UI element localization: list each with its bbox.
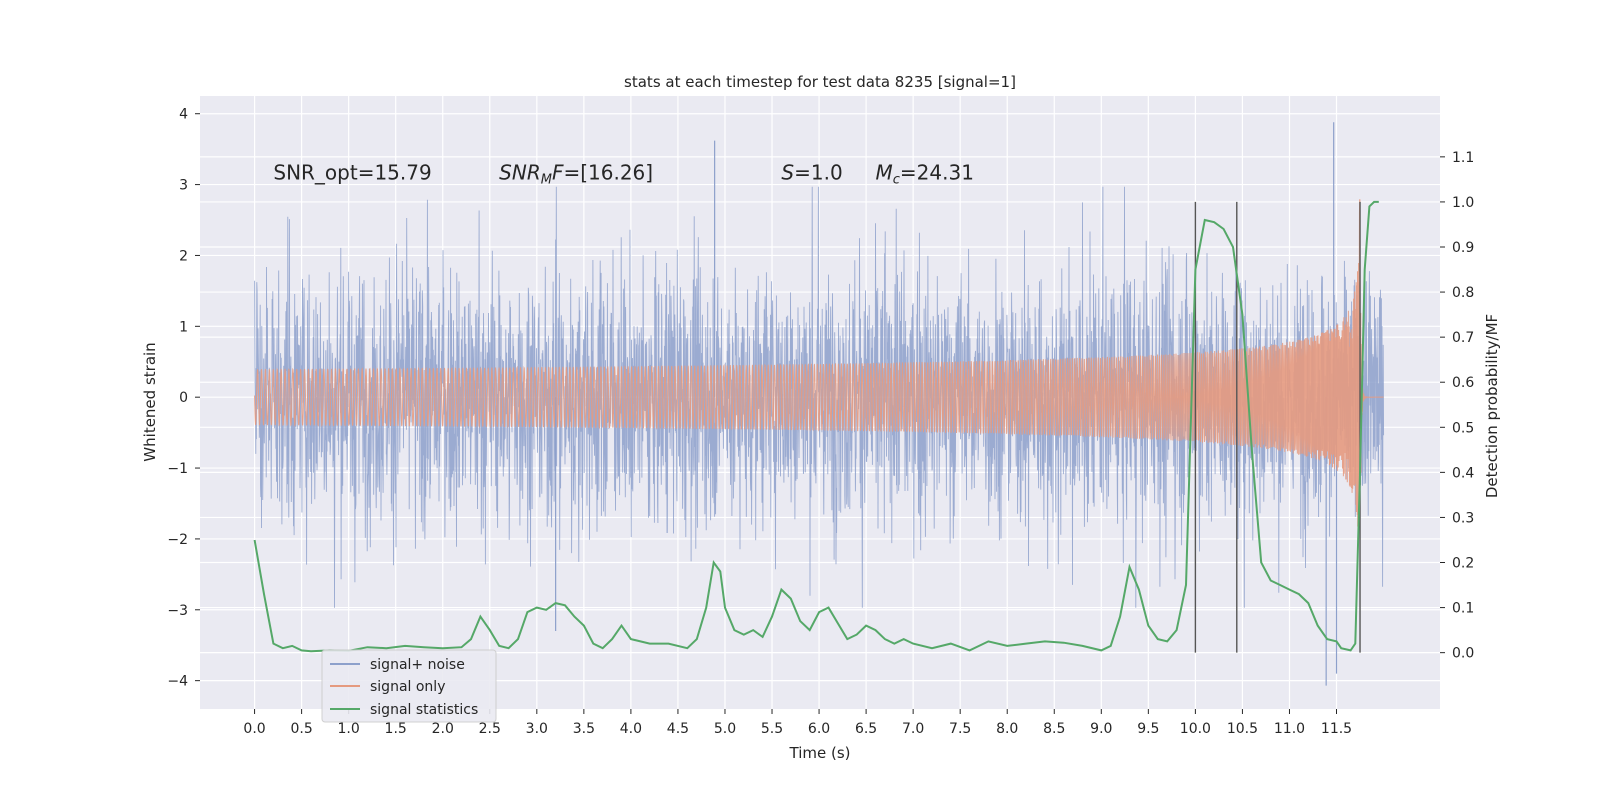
annotation-text: SNRMF=[16.26]	[499, 161, 653, 188]
y2-tick-label: 0.9	[1452, 240, 1474, 256]
x-tick-label: 11.5	[1321, 721, 1352, 737]
x-axis-label: Time (s)	[789, 744, 851, 762]
x-tick-label: 5.5	[761, 721, 783, 737]
x-tick-label: 2.5	[479, 721, 501, 737]
x-tick-label: 10.0	[1180, 721, 1211, 737]
x-tick-label: 8.0	[996, 721, 1018, 737]
annotation-text: S=1.0	[781, 161, 842, 185]
y2-tick-label: 0.2	[1452, 556, 1474, 572]
legend-label-signal-noise: signal+ noise	[370, 657, 465, 673]
series-signal-statistics	[253, 200, 1379, 653]
y2-tick-label: 0.0	[1452, 646, 1474, 662]
tick-layer: 0.0 0.5 1.0 1.5 2.0 2.5 3.0 3.5 4.0 4.5 5.0 5.5 6.0 6…	[167, 107, 1474, 737]
x-tick-label: 4.0	[620, 721, 642, 737]
x-tick-label: 7.0	[902, 721, 924, 737]
y-tick-label: 1	[179, 319, 188, 335]
y2-tick-label: 1.0	[1452, 195, 1474, 211]
x-tick-label: 5.0	[714, 721, 736, 737]
legend-label-signal-only: signal only	[370, 679, 445, 695]
y2-tick-label: 0.4	[1452, 465, 1474, 481]
x-tick-label: 6.5	[855, 721, 877, 737]
annotation-text: Mc=24.31	[876, 161, 974, 188]
y2-tick-label: 0.3	[1452, 510, 1474, 526]
y2-tick-label: 0.6	[1452, 375, 1474, 391]
x-tick-label: 0.5	[290, 721, 312, 737]
y2-tick-label: 0.8	[1452, 285, 1474, 301]
x-tick-label: 11.0	[1274, 721, 1305, 737]
y-tick-label: 4	[179, 107, 188, 123]
y-axis-label: Whitened strain	[141, 342, 159, 461]
y-tick-label: −4	[167, 674, 188, 690]
legend: signal+ noise signal only signal statist…	[321, 649, 497, 723]
x-tick-label: 2.0	[432, 721, 454, 737]
y2-axis-label: Detection probability/MF	[1483, 314, 1501, 498]
annotation-layer: SNR_opt=15.79 SNRMF=[16.26] S=1.0 Mc=24.31	[273, 161, 974, 188]
y-tick-label: −1	[167, 461, 188, 477]
x-tick-label: 9.5	[1137, 721, 1159, 737]
x-tick-label: 8.5	[1043, 721, 1065, 737]
y-tick-label: 0	[179, 390, 188, 406]
y2-tick-label: 1.1	[1452, 150, 1474, 166]
legend-box	[321, 649, 497, 723]
y2-tick-label: 0.7	[1452, 330, 1474, 346]
x-tick-label: 0.0	[243, 721, 265, 737]
y-tick-label: −2	[167, 532, 188, 548]
legend-label-signal-statistics: signal statistics	[370, 702, 478, 718]
x-tick-label: 4.5	[667, 721, 689, 737]
y-tick-label: 3	[179, 178, 188, 194]
annotation-text: SNR_opt=15.79	[273, 161, 431, 185]
x-tick-label: 6.0	[808, 721, 830, 737]
x-tick-label: 3.5	[573, 721, 595, 737]
x-tick-label: 1.0	[338, 721, 360, 737]
x-tick-label: 3.0	[526, 721, 548, 737]
x-tick-label: 1.5	[385, 721, 407, 737]
y2-tick-label: 0.1	[1452, 601, 1474, 617]
x-tick-label: 10.5	[1227, 721, 1258, 737]
y-tick-label: 2	[179, 248, 188, 264]
statistics-line	[253, 200, 1379, 653]
y2-tick-label: 0.5	[1452, 420, 1474, 436]
chart-title: stats at each timestep for test data 823…	[624, 73, 1016, 91]
x-tick-label: 9.0	[1090, 721, 1112, 737]
x-tick-label: 7.5	[949, 721, 971, 737]
y-tick-label: −3	[167, 603, 188, 619]
